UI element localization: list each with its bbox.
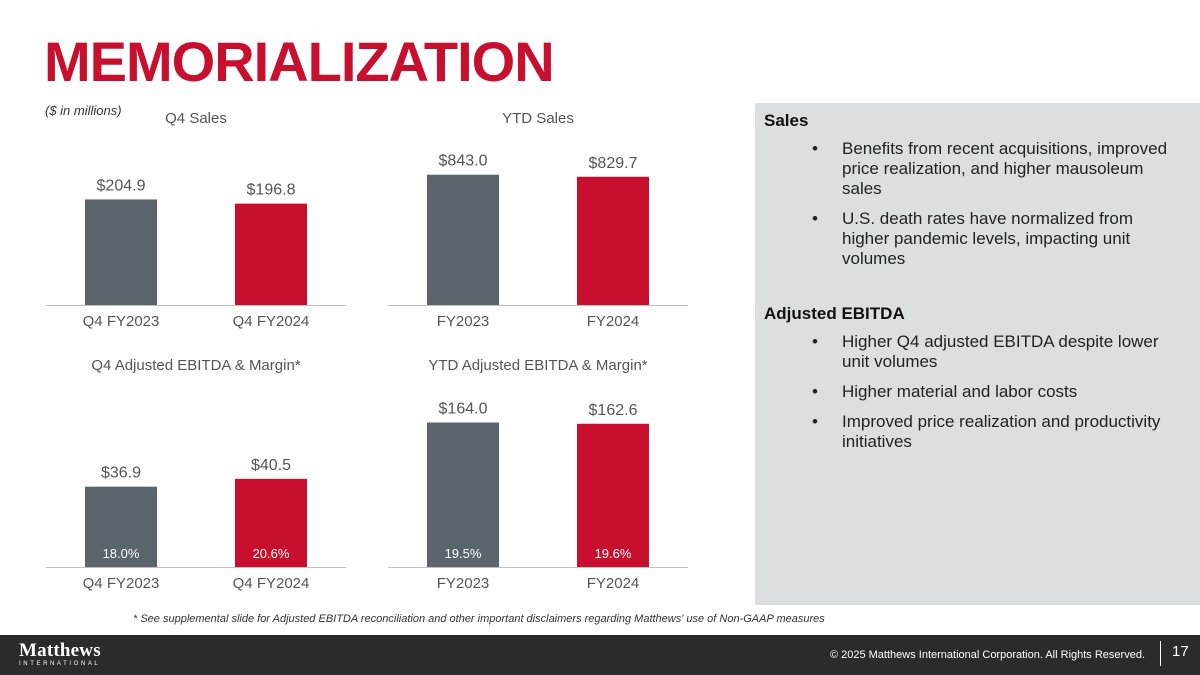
bullet-text: Improved price realization and productiv… xyxy=(842,412,1161,451)
bullet-text: Higher Q4 adjusted EBITDA despite lower … xyxy=(842,332,1159,371)
sales-bullet-item: • U.S. death rates have normalized from … xyxy=(764,209,1176,269)
bar xyxy=(85,199,157,305)
data-label: $40.5 xyxy=(251,457,291,474)
margin-label: 19.5% xyxy=(445,546,482,561)
sales-heading: Sales xyxy=(764,111,809,130)
bar xyxy=(577,176,649,305)
chart-title: YTD Adjusted EBITDA & Margin* xyxy=(428,357,647,374)
bar xyxy=(427,174,499,305)
sales-bullet-item: • Benefits from recent acquisitions, imp… xyxy=(764,139,1176,199)
ebitda-bullet-item: • Improved price realization and product… xyxy=(764,412,1176,452)
x-tick-label: FY2023 xyxy=(437,313,490,330)
bullet-icon: • xyxy=(812,412,818,431)
logo-subtitle: INTERNATIONAL xyxy=(19,661,101,667)
bar xyxy=(235,203,307,305)
units-note: ($ in millions) xyxy=(45,103,122,118)
x-tick-label: FY2024 xyxy=(587,313,640,330)
bar xyxy=(427,422,499,567)
page-title: MEMORIALIZATION xyxy=(44,30,555,93)
margin-label: 19.6% xyxy=(595,546,632,561)
company-logo: Matthews INTERNATIONAL xyxy=(19,640,101,667)
page-number: 17 xyxy=(1172,643,1189,660)
bullet-text: Higher material and labor costs xyxy=(842,382,1078,401)
bar xyxy=(235,478,307,567)
chart-title: Q4 Adjusted EBITDA & Margin* xyxy=(91,357,300,374)
bullet-icon: • xyxy=(812,209,818,228)
footer-bar: Matthews INTERNATIONAL © 2025 Matthews I… xyxy=(0,635,1200,675)
bullet-icon: • xyxy=(812,382,818,401)
data-label: $162.6 xyxy=(589,402,638,419)
x-tick-label: Q4 FY2023 xyxy=(83,575,160,592)
chart-title: Q4 Sales xyxy=(165,110,227,127)
chart-q4-sales: Q4 Sales $204.9 Q4 FY2023 $196.8 Q4 FY2024 xyxy=(46,110,346,330)
bullet-icon: • xyxy=(812,139,818,158)
bullet-icon: • xyxy=(812,332,818,351)
x-tick-label: FY2024 xyxy=(587,575,640,592)
sales-bullet-list: • Benefits from recent acquisitions, imp… xyxy=(764,139,1176,269)
bullet-text: U.S. death rates have normalized from hi… xyxy=(842,209,1134,268)
ebitda-heading: Adjusted EBITDA xyxy=(764,304,905,323)
footer-divider xyxy=(1160,641,1161,666)
data-label: $164.0 xyxy=(439,401,488,418)
chart-ytd-sales: YTD Sales $843.0 FY2023 $829.7 FY2024 xyxy=(388,110,688,330)
margin-label: 18.0% xyxy=(103,546,140,561)
margin-label: 20.6% xyxy=(253,546,290,561)
footnote: * See supplemental slide for Adjusted EB… xyxy=(133,613,825,625)
data-label: $829.7 xyxy=(589,155,638,172)
ebitda-bullet-list: • Higher Q4 adjusted EBITDA despite lowe… xyxy=(764,332,1176,452)
data-label: $36.9 xyxy=(101,465,141,482)
data-label: $204.9 xyxy=(97,177,146,194)
chart-title: YTD Sales xyxy=(502,110,574,127)
bar xyxy=(577,423,649,567)
x-tick-label: FY2023 xyxy=(437,575,490,592)
bar xyxy=(85,486,157,567)
x-tick-label: Q4 FY2024 xyxy=(233,575,310,592)
ebitda-bullet-item: • Higher Q4 adjusted EBITDA despite lowe… xyxy=(764,332,1176,372)
chart-q4-ebitda: Q4 Adjusted EBITDA & Margin* $36.9 Q4 FY20… xyxy=(46,357,346,592)
x-tick-label: Q4 FY2024 xyxy=(233,313,310,330)
commentary-panel: Sales • Benefits from recent acquisition… xyxy=(755,103,1200,605)
logo-wordmark: Matthews xyxy=(19,640,101,661)
ebitda-bullet-item: • Higher material and labor costs xyxy=(764,382,1176,402)
data-label: $196.8 xyxy=(247,182,296,199)
bullet-text: Benefits from recent acquisitions, impro… xyxy=(842,139,1168,198)
data-label: $843.0 xyxy=(439,153,488,170)
copyright-text: © 2025 Matthews International Corporatio… xyxy=(829,649,1145,661)
x-tick-label: Q4 FY2023 xyxy=(83,313,160,330)
chart-ytd-ebitda: YTD Adjusted EBITDA & Margin* $164.0 FY202… xyxy=(388,357,688,592)
